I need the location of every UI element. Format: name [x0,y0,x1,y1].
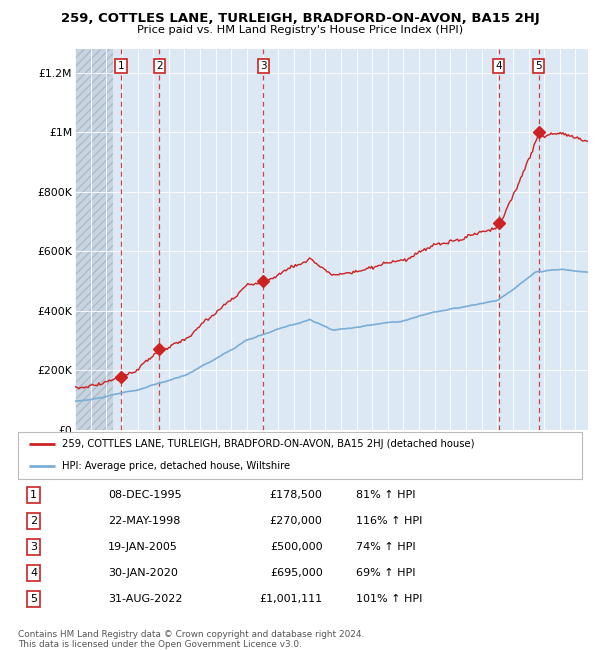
Text: 2: 2 [156,61,163,71]
Text: 08-DEC-1995: 08-DEC-1995 [108,489,182,500]
Text: Price paid vs. HM Land Registry's House Price Index (HPI): Price paid vs. HM Land Registry's House … [137,25,463,34]
Text: £500,000: £500,000 [270,541,323,552]
Text: 3: 3 [260,61,267,71]
Text: 259, COTTLES LANE, TURLEIGH, BRADFORD-ON-AVON, BA15 2HJ (detached house): 259, COTTLES LANE, TURLEIGH, BRADFORD-ON… [62,439,475,449]
Text: 5: 5 [536,61,542,71]
Text: 74% ↑ HPI: 74% ↑ HPI [356,541,416,552]
Text: 1: 1 [118,61,124,71]
Text: 4: 4 [495,61,502,71]
Text: HPI: Average price, detached house, Wiltshire: HPI: Average price, detached house, Wilt… [62,461,290,471]
Text: 1: 1 [30,489,37,500]
Text: £270,000: £270,000 [269,515,323,526]
Text: 22-MAY-1998: 22-MAY-1998 [108,515,181,526]
Text: 5: 5 [30,593,37,604]
Text: 3: 3 [30,541,37,552]
Text: £178,500: £178,500 [269,489,323,500]
Text: 4: 4 [30,567,37,578]
Text: 101% ↑ HPI: 101% ↑ HPI [356,593,423,604]
Text: Contains HM Land Registry data © Crown copyright and database right 2024.
This d: Contains HM Land Registry data © Crown c… [18,630,364,649]
Text: £1,001,111: £1,001,111 [259,593,323,604]
Text: 116% ↑ HPI: 116% ↑ HPI [356,515,423,526]
Text: 30-JAN-2020: 30-JAN-2020 [108,567,178,578]
Text: 2: 2 [30,515,37,526]
Text: 31-AUG-2022: 31-AUG-2022 [108,593,183,604]
Text: 69% ↑ HPI: 69% ↑ HPI [356,567,416,578]
Bar [75,49,113,430]
Text: 259, COTTLES LANE, TURLEIGH, BRADFORD-ON-AVON, BA15 2HJ: 259, COTTLES LANE, TURLEIGH, BRADFORD-ON… [61,12,539,25]
Text: 19-JAN-2005: 19-JAN-2005 [108,541,178,552]
Text: £695,000: £695,000 [270,567,323,578]
Text: 81% ↑ HPI: 81% ↑ HPI [356,489,416,500]
